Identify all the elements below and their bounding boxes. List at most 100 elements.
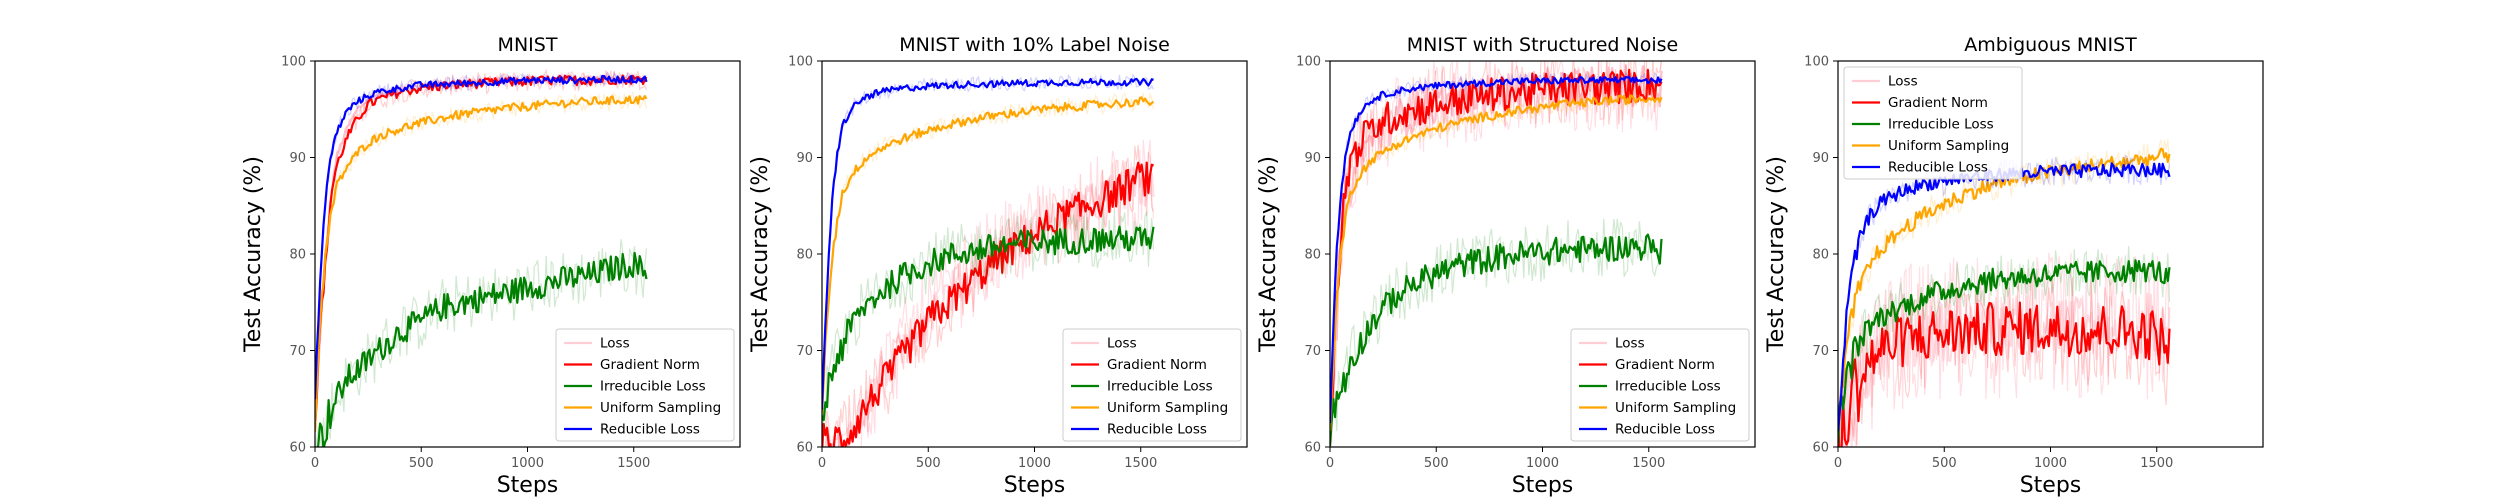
- y-tick-label: 70: [289, 344, 306, 359]
- legend-label: Loss: [1107, 336, 1137, 352]
- series-line-irreducible-loss: [822, 225, 1155, 422]
- series-band-loss: [1841, 252, 2171, 447]
- x-axis-label: Steps: [2020, 473, 2082, 498]
- legend-label: Gradient Norm: [600, 357, 700, 373]
- y-tick-label: 60: [1812, 441, 1829, 456]
- chart-title: MNIST with Structured Noise: [1407, 34, 1678, 56]
- y-axis-label: Test Accuracy (%): [748, 156, 773, 353]
- series-band-gradient-norm: [1330, 61, 1662, 447]
- legend-label: Uniform Sampling: [1615, 400, 1736, 416]
- y-tick-label: 100: [1804, 55, 1829, 70]
- legend-label: Gradient Norm: [1107, 357, 1207, 373]
- series-line-reducible-loss: [1330, 75, 1663, 424]
- chart-panel-2: 0 500 1000 1500 60 70 80 90 100 MNIST with 10% La…: [748, 34, 1248, 498]
- y-tick-label: 90: [289, 151, 306, 166]
- legend-label: Uniform Sampling: [1888, 138, 2009, 154]
- legend-label: Loss: [1888, 74, 1918, 90]
- y-tick-label: 70: [1304, 344, 1321, 359]
- series-line-loss: [1838, 292, 2171, 447]
- x-tick-label: 0: [818, 456, 826, 471]
- y-tick-label: 80: [289, 248, 306, 263]
- series-line-irreducible-loss: [1838, 259, 2171, 444]
- legend-label: Uniform Sampling: [1107, 400, 1228, 416]
- y-tick-label: 100: [281, 55, 306, 70]
- legend-box: [1843, 66, 2023, 180]
- legend-label: Reducible Loss: [1107, 422, 1207, 438]
- x-tick-label: 1500: [1124, 456, 1157, 471]
- y-tick-label: 60: [1304, 441, 1321, 456]
- chart-title: MNIST: [498, 34, 558, 56]
- x-tick-label: 1500: [2140, 456, 2173, 471]
- y-tick-label: 60: [289, 441, 306, 456]
- legend: Loss Gradient Norm Irreducible Loss Uniform…: [1843, 66, 2023, 180]
- legend-label: Reducible Loss: [600, 422, 700, 438]
- x-tick-label: 500: [1424, 456, 1449, 471]
- y-tick-label: 60: [796, 441, 813, 456]
- plot-data: [1330, 61, 1663, 447]
- legend: Loss Gradient Norm Irreducible Loss Uniform…: [1062, 328, 1242, 442]
- x-axis-label: Steps: [1004, 473, 1066, 498]
- y-tick-label: 90: [1812, 151, 1829, 166]
- legend-label: Irreducible Loss: [1888, 117, 1994, 133]
- series-band-irreducible-loss: [1838, 245, 2171, 447]
- series-line-uniform-sampling: [1330, 94, 1663, 431]
- chart-title: Ambiguous MNIST: [1964, 34, 2137, 56]
- series-band-gradient-norm: [315, 68, 648, 430]
- legend: Loss Gradient Norm Irreducible Loss Uniform…: [555, 328, 735, 442]
- x-tick-label: 500: [916, 456, 941, 471]
- x-tick-label: 1500: [617, 456, 650, 471]
- series-band-gradient-norm: [822, 144, 1155, 447]
- series-band-loss: [822, 139, 1155, 447]
- x-tick-label: 0: [1326, 456, 1334, 471]
- x-tick-label: 1000: [1018, 456, 1051, 471]
- legend-label: Uniform Sampling: [600, 400, 721, 416]
- y-tick-label: 80: [796, 248, 813, 263]
- x-tick-label: 1500: [1632, 456, 1665, 471]
- plot-data: [822, 73, 1155, 447]
- legend-label: Reducible Loss: [1615, 422, 1715, 438]
- series-band-loss: [1330, 61, 1662, 405]
- y-tick-label: 70: [1812, 344, 1829, 359]
- y-axis-label: Test Accuracy (%): [1256, 156, 1281, 353]
- y-tick-label: 100: [1296, 55, 1321, 70]
- series-line-gradient-norm: [1838, 301, 2171, 447]
- series-band-irreducible-loss: [822, 209, 1155, 429]
- x-tick-label: 1000: [2034, 456, 2067, 471]
- x-tick-label: 500: [1932, 456, 1957, 471]
- chart-panel-3: 0 500 1000 1500 60 70 80 90 100 MNIST with Struct…: [1256, 34, 1756, 498]
- series-line-uniform-sampling: [315, 94, 648, 432]
- legend-label: Reducible Loss: [1888, 160, 1988, 176]
- legend-label: Irreducible Loss: [1615, 379, 1721, 395]
- y-tick-label: 100: [788, 55, 813, 70]
- y-tick-label: 90: [796, 151, 813, 166]
- series-line-irreducible-loss: [316, 251, 648, 447]
- series-line-gradient-norm: [1330, 68, 1663, 430]
- legend-box: [1570, 328, 1750, 442]
- legend-label: Gradient Norm: [1888, 95, 1988, 111]
- series-band-reducible-loss: [315, 70, 647, 394]
- y-tick-label: 70: [796, 344, 813, 359]
- y-tick-label: 80: [1812, 248, 1829, 263]
- x-axis-label: Steps: [1512, 473, 1574, 498]
- series-line-reducible-loss: [315, 74, 648, 400]
- y-tick-label: 90: [1304, 151, 1321, 166]
- chart-panel-4: 0 500 1000 1500 60 70 80 90 100 Ambiguous MNIST St…: [1764, 34, 2264, 498]
- legend: Loss Gradient Norm Irreducible Loss Uniform…: [1570, 328, 1750, 442]
- x-tick-label: 1000: [1526, 456, 1559, 471]
- plot-data: [315, 68, 648, 447]
- series-line-uniform-sampling: [822, 96, 1155, 414]
- series-band-gradient-norm: [1839, 270, 2171, 447]
- y-tick-label: 80: [1304, 248, 1321, 263]
- series-line-irreducible-loss: [1330, 233, 1663, 446]
- series-line-reducible-loss: [822, 77, 1154, 410]
- legend-label: Irreducible Loss: [600, 379, 706, 395]
- legend-label: Gradient Norm: [1615, 357, 1715, 373]
- legend-box: [555, 328, 735, 442]
- y-axis-label: Test Accuracy (%): [241, 156, 266, 353]
- legend-box: [1062, 328, 1242, 442]
- chart-panel-1: 0 500 1000 1500 60 70 80 90 100 MNIST Steps Test Ac…: [241, 34, 741, 498]
- x-tick-label: 0: [1834, 456, 1842, 471]
- legend-label: Loss: [1615, 336, 1645, 352]
